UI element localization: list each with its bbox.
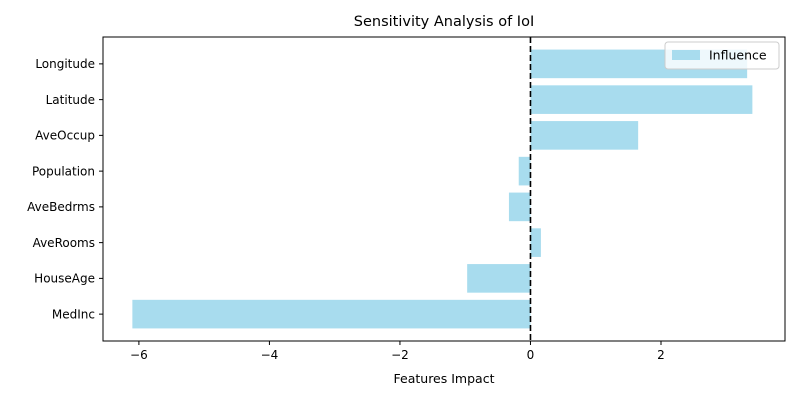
y-tick-label: Population xyxy=(32,164,95,178)
bar-averooms xyxy=(530,228,541,257)
y-tick-label: AveRooms xyxy=(33,236,95,250)
y-tick-label: Latitude xyxy=(46,93,95,107)
y-tick-label: Longitude xyxy=(35,57,95,71)
y-tick-label: AveOccup xyxy=(35,129,95,143)
legend-swatch xyxy=(672,50,700,60)
axes-layer xyxy=(102,36,786,342)
y-tick-label: HouseAge xyxy=(34,272,95,286)
x-tick-label: −6 xyxy=(130,348,148,362)
x-ticks-layer: −6 −4 −2 0 2 xyxy=(130,341,665,362)
bar-houseage xyxy=(467,264,531,293)
bar-latitude xyxy=(530,85,753,114)
bar-avebedrms xyxy=(508,192,531,222)
y-ticks-layer: MedInc HouseAge AveRooms AveBedrms Populatio… xyxy=(27,57,103,321)
x-tick-label: 0 xyxy=(527,348,535,362)
x-tick-label: −4 xyxy=(261,348,279,362)
x-axis-label: Features Impact xyxy=(394,371,495,386)
bars-layer xyxy=(132,49,753,329)
plot-frame xyxy=(102,36,786,342)
bar-aveoccup xyxy=(530,121,639,150)
y-tick-label: MedInc xyxy=(52,307,95,321)
legend-box xyxy=(664,41,780,70)
bar-medinc xyxy=(132,299,531,329)
bar-population xyxy=(518,156,531,186)
y-tick-label: AveBedrms xyxy=(27,200,95,214)
legend: Influence xyxy=(664,41,780,70)
chart-title: Sensitivity Analysis of IoI xyxy=(354,14,534,30)
x-tick-label: 2 xyxy=(657,348,665,362)
legend-label: Influence xyxy=(709,48,767,63)
x-tick-label: −2 xyxy=(391,348,409,362)
